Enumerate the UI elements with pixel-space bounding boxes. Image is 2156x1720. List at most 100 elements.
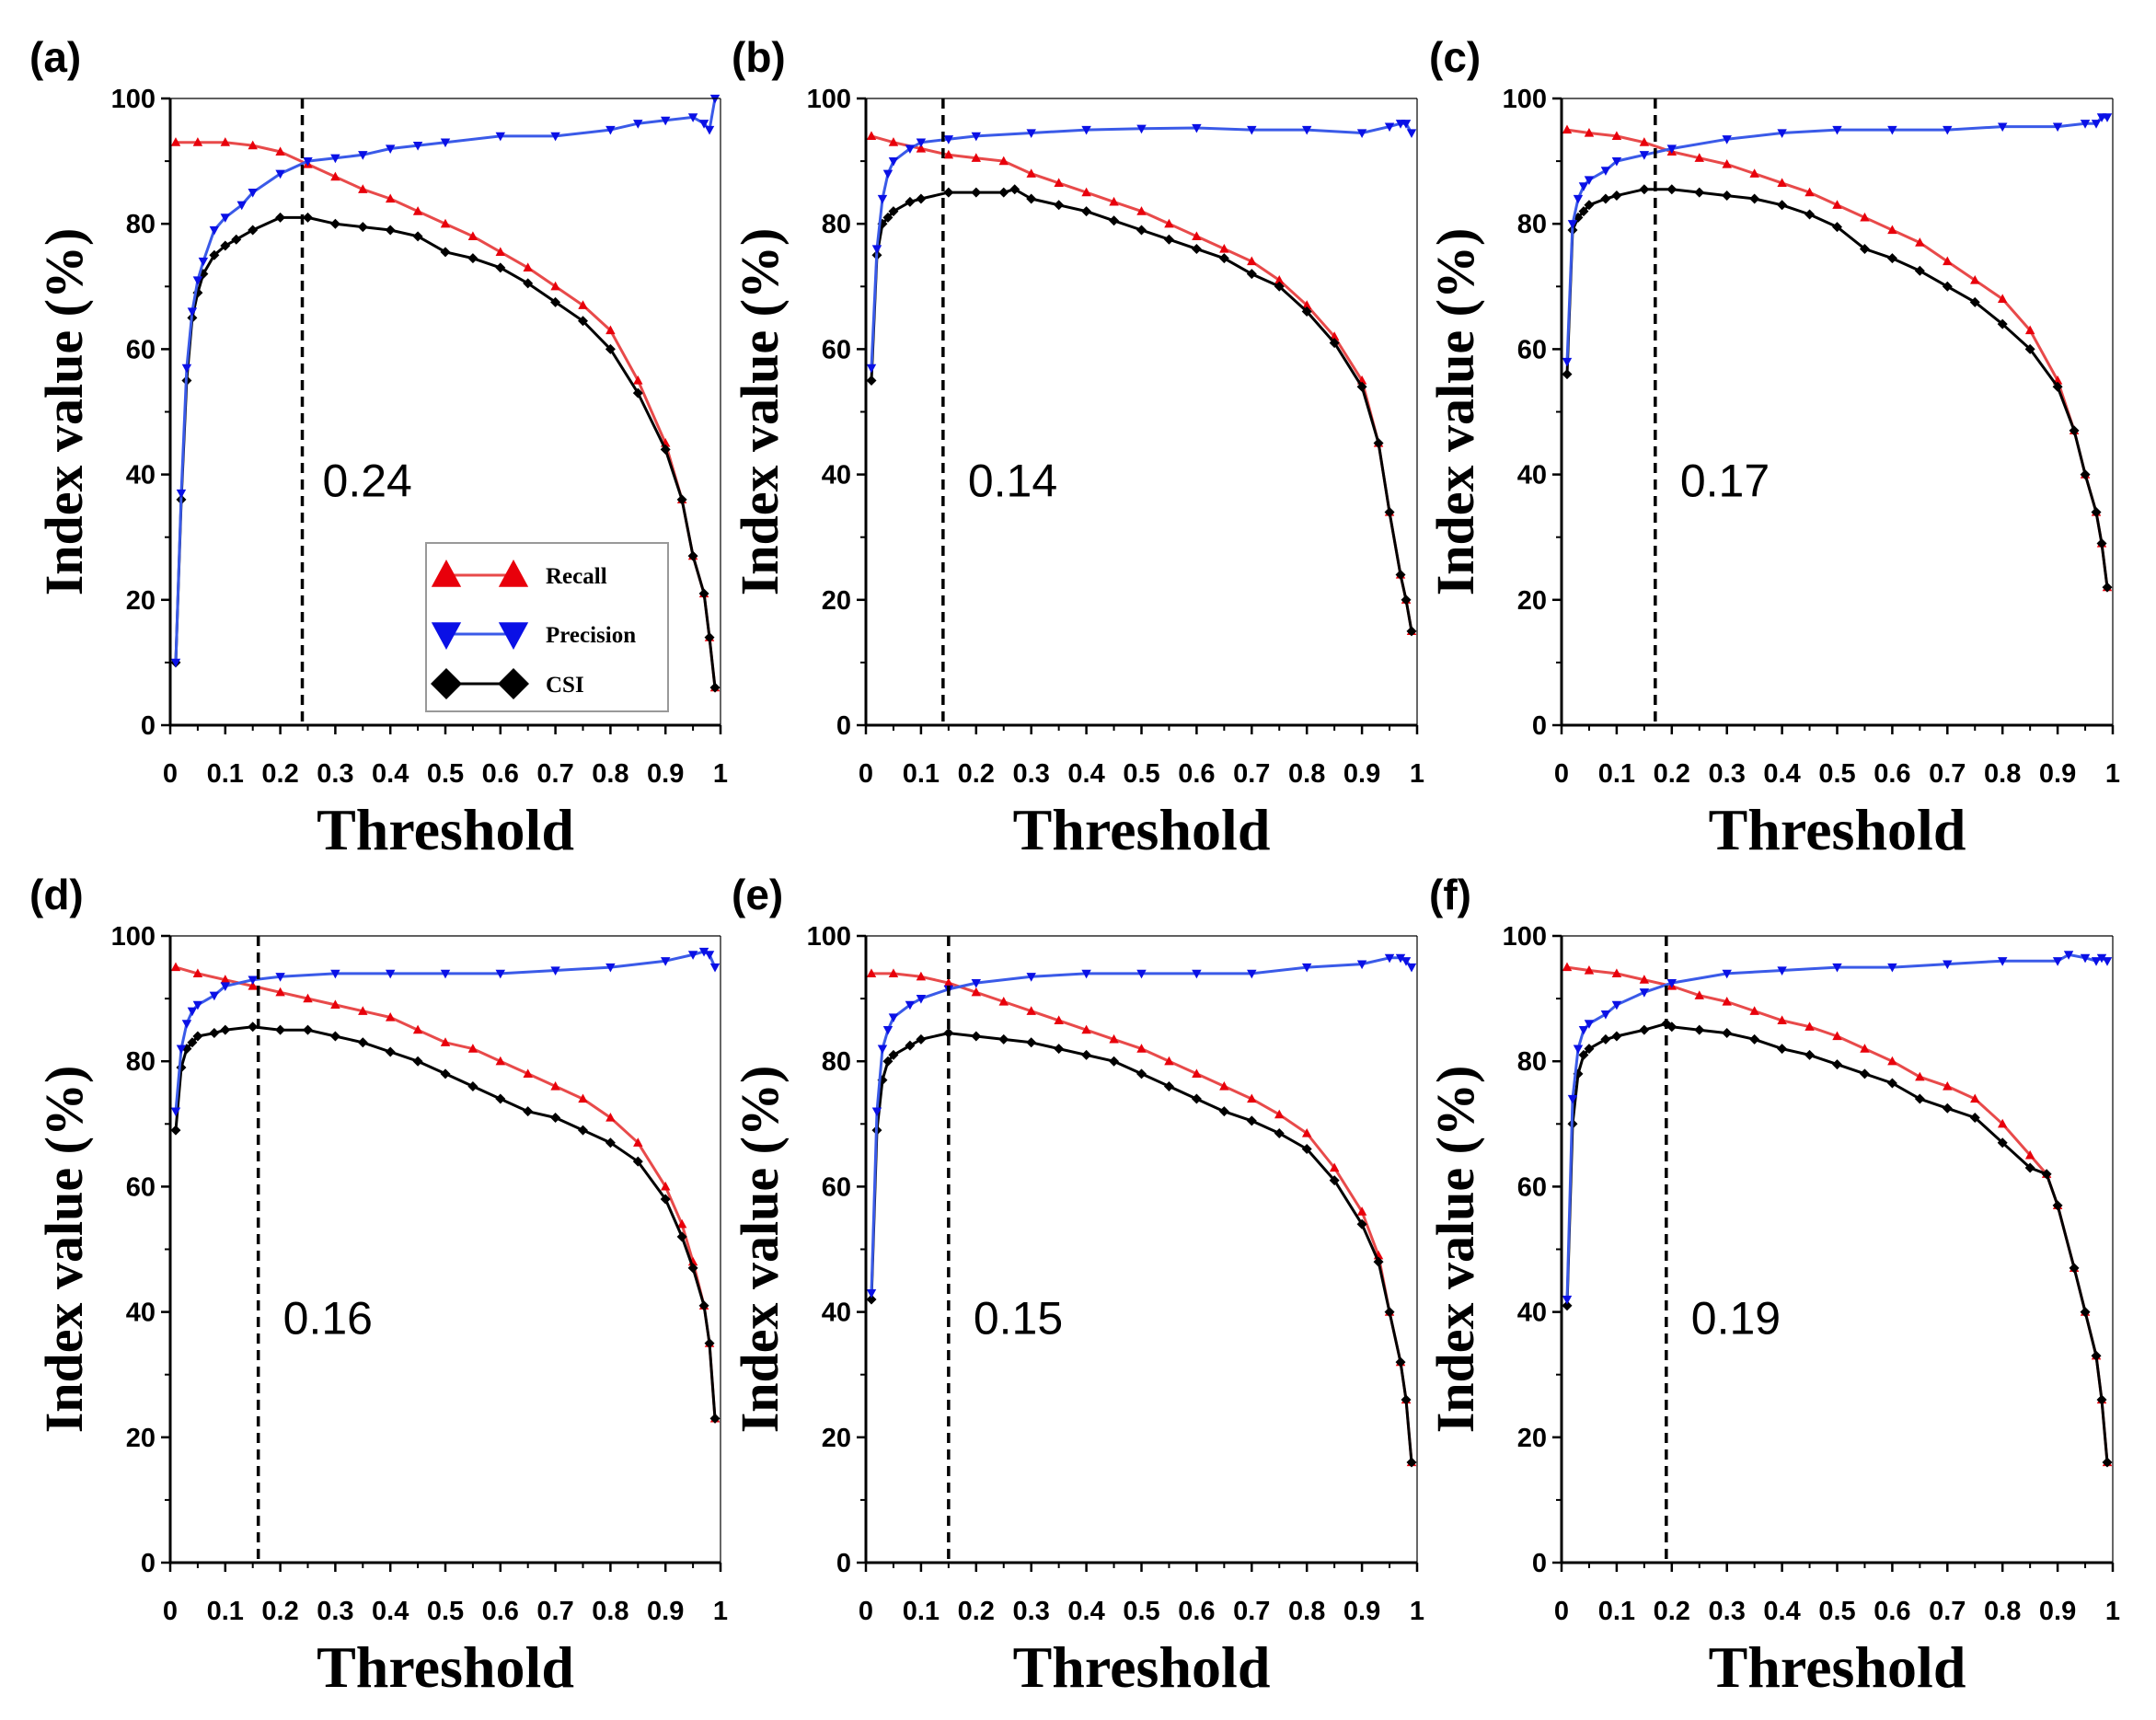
x-tick-label: 0.8 <box>1288 1597 1325 1626</box>
x-tick-label: 0.1 <box>903 759 940 789</box>
data-point-recall <box>1192 231 1202 240</box>
x-tick-label: 0.2 <box>958 1597 995 1626</box>
y-tick-label: 60 <box>822 335 851 364</box>
data-point-csi <box>1301 306 1312 317</box>
data-point-precision <box>170 658 181 668</box>
data-point-recall <box>888 968 899 977</box>
data-point-recall <box>1694 153 1704 162</box>
data-point-csi <box>1163 234 1174 245</box>
data-point-precision <box>1081 125 1091 135</box>
x-tick-label: 0.3 <box>1709 759 1746 789</box>
data-point-precision <box>2102 957 2113 966</box>
data-point-recall <box>1164 218 1174 228</box>
data-point-precision <box>2096 953 2107 964</box>
data-point-csi <box>412 1056 423 1067</box>
data-point-precision <box>1573 194 1584 204</box>
data-point-recall <box>1915 237 1925 247</box>
data-point-csi <box>1694 1024 1705 1035</box>
data-point-precision <box>248 189 258 198</box>
data-point-csi <box>2102 1457 2113 1468</box>
y-tick-label: 0 <box>1532 1549 1547 1578</box>
y-tick-label: 20 <box>1517 586 1547 616</box>
data-point-csi <box>1969 296 1980 307</box>
x-tick-label: 0.5 <box>1123 1597 1159 1626</box>
data-point-csi <box>550 1112 561 1123</box>
data-point-csi <box>1777 1044 1788 1055</box>
x-tick-label: 1 <box>713 1597 728 1626</box>
data-point-recall <box>1136 206 1147 215</box>
data-point-csi <box>687 1263 698 1274</box>
data-point-precision <box>1997 122 2008 133</box>
data-point-recall <box>916 143 927 153</box>
data-point-recall <box>1054 178 1064 188</box>
y-tick-label: 100 <box>807 922 851 952</box>
data-point-recall <box>943 977 954 987</box>
data-point-precision <box>1832 125 1842 135</box>
data-point-csi <box>2024 1162 2035 1173</box>
data-point-csi <box>916 193 927 204</box>
data-point-recall <box>440 218 451 228</box>
data-point-csi <box>1274 281 1285 292</box>
series-line-csi <box>1565 188 2109 588</box>
data-point-csi <box>1081 1049 1092 1060</box>
data-point-precision <box>709 94 721 104</box>
data-point-recall <box>866 968 877 977</box>
data-point-precision <box>2091 120 2102 129</box>
series-line-csi <box>870 1032 1413 1463</box>
data-point-csi <box>1914 265 1925 276</box>
x-tick-label: 0.6 <box>1874 759 1910 789</box>
data-point-csi <box>943 187 954 198</box>
data-point-csi <box>1136 225 1147 236</box>
data-point-precision <box>871 1107 882 1117</box>
data-point-csi <box>1578 206 1589 217</box>
data-point-precision <box>687 951 698 960</box>
x-tick-label: 0.9 <box>647 1597 684 1626</box>
panel-label: (e) <box>732 871 783 918</box>
data-point-csi <box>660 444 671 455</box>
series-line-csi <box>174 1025 717 1419</box>
data-point-precision <box>1384 953 1395 964</box>
y-axis-title: Index value (%) <box>730 1066 790 1434</box>
data-point-csi <box>1666 1022 1678 1033</box>
x-tick-label: 0.7 <box>536 1597 573 1626</box>
x-tick-label: 1 <box>713 759 728 789</box>
data-point-csi <box>1584 1044 1595 1055</box>
data-point-csi <box>1694 187 1705 198</box>
data-point-recall <box>1804 187 1815 197</box>
data-point-csi <box>1562 1300 1573 1311</box>
data-point-recall <box>1136 1044 1147 1053</box>
data-point-csi <box>495 1093 506 1104</box>
data-point-recall <box>1832 1031 1842 1041</box>
data-point-precision <box>877 194 888 204</box>
data-point-csi <box>1749 193 1760 204</box>
data-point-recall <box>220 137 231 146</box>
data-point-csi <box>1578 1049 1589 1060</box>
data-point-csi <box>523 278 534 289</box>
data-point-csi <box>866 1294 877 1305</box>
data-point-recall <box>633 1137 643 1147</box>
data-point-recall <box>1832 200 1842 209</box>
x-tick-label: 0.1 <box>1598 1597 1635 1626</box>
data-point-precision <box>1026 973 1036 982</box>
data-point-precision <box>1639 151 1650 160</box>
data-point-recall <box>192 968 203 977</box>
data-point-csi <box>1384 506 1395 517</box>
data-point-csi <box>1009 184 1020 195</box>
data-point-recall <box>412 1024 423 1034</box>
data-point-recall <box>2024 1149 2035 1160</box>
data-point-precision <box>1356 129 1367 138</box>
legend-marker-recall <box>431 560 462 587</box>
y-tick-label: 40 <box>1517 1299 1547 1328</box>
data-point-recall <box>170 137 181 146</box>
data-point-csi <box>385 1046 396 1057</box>
data-point-csi <box>1373 1256 1384 1267</box>
panel-label: (c) <box>1429 33 1481 81</box>
data-point-precision <box>176 1045 187 1055</box>
y-tick-label: 40 <box>1517 461 1547 491</box>
x-tick-label: 0.5 <box>1818 759 1855 789</box>
data-point-precision <box>866 364 877 374</box>
data-point-csi <box>2069 1263 2080 1274</box>
data-point-csi <box>1749 1033 1760 1045</box>
data-point-precision <box>2080 953 2091 964</box>
